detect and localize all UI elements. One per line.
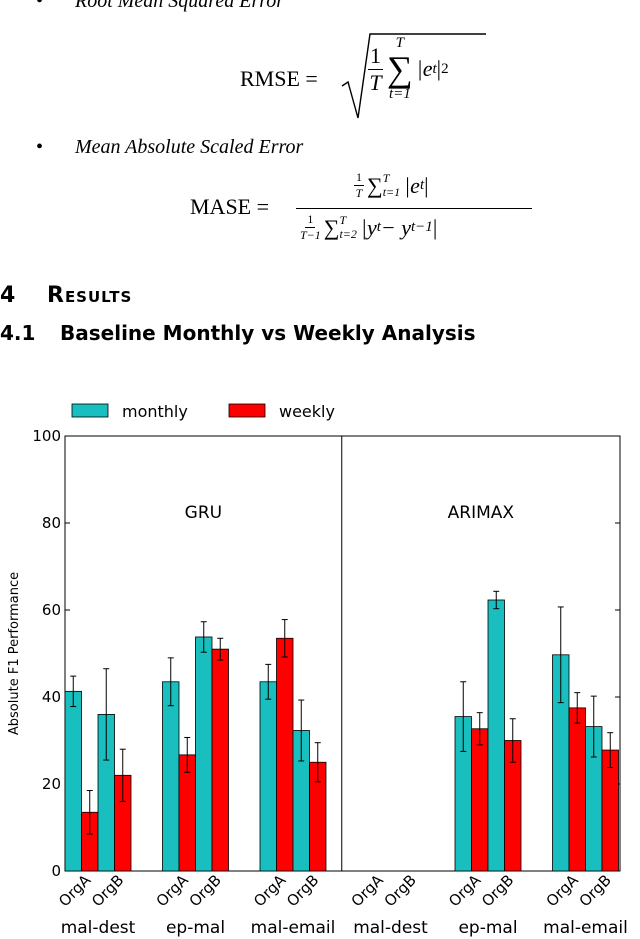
- y-tick-label: 20: [42, 775, 61, 793]
- error-bar: [509, 718, 516, 763]
- error-bar: [493, 590, 500, 610]
- metric-name: Mean Absolute Scaled Error: [75, 136, 304, 158]
- error-bar: [298, 699, 305, 762]
- bar: [487, 599, 505, 872]
- subsection-title: Baseline Monthly vs Weekly Analysis: [60, 321, 476, 345]
- section-number: 4: [0, 283, 16, 308]
- x-tick-label: OrgB: [283, 871, 322, 910]
- term: |e: [416, 56, 433, 81]
- bar: [568, 707, 586, 872]
- error-bar: [574, 692, 581, 724]
- error-bar: [119, 748, 126, 802]
- error-bar: [200, 621, 207, 653]
- error-bar: [281, 619, 288, 658]
- x-tick-label: OrgA: [250, 871, 290, 911]
- x-tick-label: OrgA: [348, 871, 388, 911]
- term: 2: [441, 60, 449, 77]
- chart: 0 20 40 60 80 100 Absolute F1 Performance GRU AR…: [7, 402, 628, 938]
- error-bar: [590, 695, 597, 758]
- y-tick-label: 100: [32, 427, 61, 445]
- radical: [341, 33, 486, 119]
- group-label: ep-mal: [458, 918, 517, 938]
- x-tick-label: OrgB: [576, 871, 615, 910]
- error-bar: [217, 637, 224, 661]
- group-label: mal-email: [543, 918, 628, 938]
- legend-swatch: [71, 403, 109, 418]
- plot-frame: [64, 435, 621, 872]
- panel-label: GRU: [185, 503, 222, 523]
- error-bar: [70, 675, 77, 708]
- y-tick-label: 60: [42, 601, 61, 619]
- metric-name: Root Mean Squared Error: [75, 0, 285, 12]
- group-label: ep-mal: [166, 918, 225, 938]
- error-bar: [184, 736, 191, 773]
- symbol: RMSE: [240, 66, 300, 91]
- bar: [471, 728, 489, 872]
- error-bar: [607, 732, 614, 768]
- y-tick-label: 80: [42, 514, 61, 532]
- formula-lhs: MASE =: [190, 194, 269, 220]
- term: t: [432, 60, 437, 77]
- error-bar: [103, 668, 110, 761]
- x-tick-label: OrgB: [88, 871, 127, 910]
- error-bar: [460, 681, 467, 752]
- x-tick-label: OrgA: [153, 871, 193, 911]
- group-label: mal-dest: [353, 918, 428, 938]
- section-title: Results: [47, 283, 133, 308]
- bar: [276, 637, 294, 872]
- bar: [259, 681, 277, 872]
- subsection-number: 4.1: [0, 321, 36, 345]
- legend-swatch: [228, 403, 266, 418]
- symbol: MASE: [190, 194, 252, 219]
- group-label: mal-email: [251, 918, 336, 938]
- bullet: •: [36, 136, 44, 158]
- bar: [195, 636, 213, 872]
- legend-label: monthly: [122, 402, 188, 421]
- bar: [211, 648, 229, 872]
- bar: [601, 749, 619, 872]
- y-tick-label: 0: [51, 862, 61, 880]
- group-label: mal-dest: [61, 918, 136, 938]
- x-tick-label: OrgB: [186, 871, 225, 910]
- x-tick-label: OrgA: [543, 871, 583, 911]
- y-axis-label: Absolute F1 Performance: [7, 572, 22, 735]
- error-bar: [476, 712, 483, 746]
- symbol: =: [256, 194, 270, 219]
- bar: [162, 681, 180, 872]
- error-bar: [86, 790, 93, 835]
- term: |: [436, 56, 442, 81]
- x-tick-label: OrgA: [445, 871, 485, 911]
- panel-label: ARIMAX: [448, 503, 515, 523]
- error-bar: [557, 606, 564, 704]
- x-tick-label: OrgA: [55, 871, 95, 911]
- symbol: =: [305, 66, 318, 91]
- y-tick-label: 40: [42, 688, 61, 706]
- error-bar: [265, 663, 272, 700]
- x-tick-label: OrgB: [381, 871, 420, 910]
- sum: T ∑ t=1: [387, 35, 413, 102]
- error-bar: [167, 657, 174, 707]
- error-bar: [314, 742, 321, 783]
- bullet: •: [36, 0, 44, 12]
- legend-label: weekly: [279, 402, 335, 421]
- formula-lhs: RMSE =: [240, 66, 318, 92]
- fraction-bar: [296, 208, 532, 209]
- x-tick-label: OrgB: [478, 871, 517, 910]
- bar: [64, 690, 82, 872]
